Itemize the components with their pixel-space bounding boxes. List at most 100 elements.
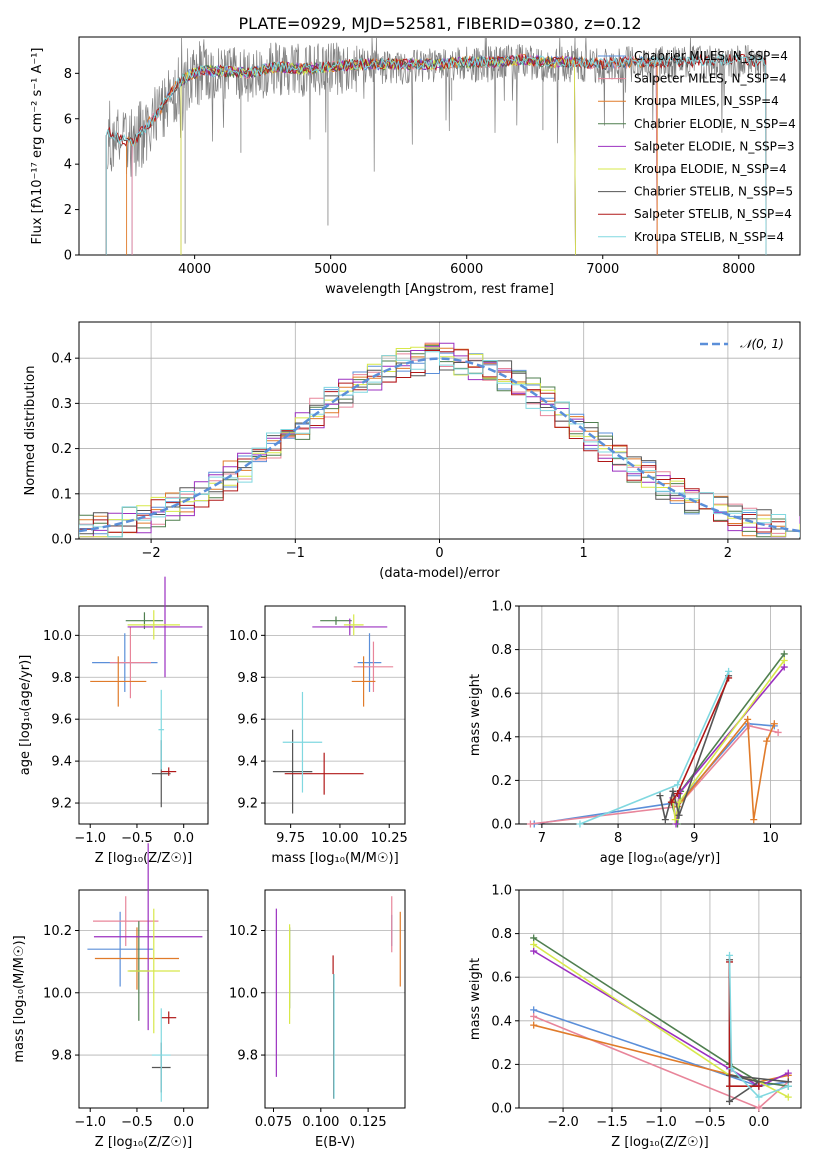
weight-marker bbox=[770, 720, 778, 728]
weight-marker bbox=[784, 1069, 792, 1077]
legend-label: Kroupa STELIB, N_SSP=4 bbox=[634, 230, 784, 244]
x-axis-label: mass [log₁₀(M/M☉)] bbox=[271, 851, 398, 866]
errorbar-point bbox=[87, 911, 153, 987]
x-tick-label: −1.0 bbox=[74, 1115, 106, 1130]
weight-marker bbox=[671, 816, 679, 824]
errorbar-point bbox=[94, 927, 180, 990]
x-tick-label: 5000 bbox=[314, 262, 347, 277]
axes-frame bbox=[78, 889, 209, 1109]
y-tick-label: 0.4 bbox=[491, 1014, 512, 1029]
weight-marker bbox=[725, 667, 733, 675]
errorbar-point bbox=[282, 691, 323, 793]
y-tick-label: 9.8 bbox=[51, 1049, 72, 1064]
weight-line bbox=[530, 725, 779, 825]
y-axis-label: age [log₁₀(age/yr)] bbox=[18, 655, 33, 776]
y-tick-label: 9.4 bbox=[51, 755, 72, 770]
legend-label: Salpeter STELIB, N_SSP=4 bbox=[634, 207, 792, 221]
weight-line bbox=[728, 955, 789, 1099]
y-tick-label: 6 bbox=[64, 112, 72, 127]
x-tick-label: 1 bbox=[580, 546, 588, 561]
x-tick-label: −0.5 bbox=[121, 1115, 153, 1130]
y-tick-label: 0.3 bbox=[51, 397, 72, 412]
weight-marker bbox=[675, 798, 683, 806]
weight-series bbox=[726, 951, 792, 1101]
weight-marker bbox=[745, 722, 753, 730]
legend-label: Chabrier STELIB, N_SSP=5 bbox=[634, 185, 793, 199]
y-tick-label: 0.2 bbox=[491, 774, 512, 789]
y-tick-label: 9.8 bbox=[237, 671, 258, 686]
y-tick-label: 0.2 bbox=[491, 1058, 512, 1073]
y-tick-label: 0.0 bbox=[51, 533, 72, 548]
x-tick-label: 7000 bbox=[586, 262, 619, 277]
weight-marker bbox=[530, 934, 538, 942]
y-tick-label: 1.0 bbox=[491, 600, 512, 615]
weight-series bbox=[576, 667, 733, 828]
errorbar-point bbox=[357, 633, 382, 692]
mass-vs-metallicity-panel: −1.0 −0.5 0.0 9.8 10.0 10.2 Z [log₁₀(Z/Z☉)] mas… bbox=[12, 843, 209, 1150]
weight-vs-metallicity-panel: −2.0 −1.5 −1.0 −0.5 0.0 0.0 0.2 0.4 0.6 0.8 1.0 Z [… bbox=[468, 884, 802, 1150]
x-tick-label: 2 bbox=[724, 546, 732, 561]
weight-marker bbox=[780, 650, 788, 658]
weight-marker bbox=[675, 811, 683, 819]
errorbar-point bbox=[272, 729, 313, 814]
age-vs-metallicity-panel: −1.0 −0.5 0.0 9.2 9.4 9.6 9.8 10.0 Z [log₁₀(Z/Z☉… bbox=[18, 576, 209, 866]
x-tick-label: 0.0 bbox=[173, 1115, 194, 1130]
y-axis-label: Flux [fλ10⁻¹⁷ erg cm⁻² s⁻¹ A⁻¹] bbox=[30, 48, 45, 245]
y-tick-label: 10.2 bbox=[43, 924, 72, 939]
x-tick-label: 7 bbox=[538, 831, 546, 846]
model-spectrum-line bbox=[131, 54, 658, 255]
y-tick-label: 2 bbox=[64, 203, 72, 218]
y-tick-label: 8 bbox=[64, 67, 72, 82]
normal-distribution-curve bbox=[79, 357, 800, 533]
errorbar-point bbox=[151, 1008, 171, 1102]
weight-series bbox=[667, 674, 733, 806]
errorbar-point bbox=[127, 908, 180, 1034]
y-tick-label: 0.8 bbox=[491, 643, 512, 658]
errorbar-point bbox=[93, 896, 159, 947]
weight-marker bbox=[784, 1093, 792, 1101]
y-tick-label: 9.2 bbox=[51, 797, 72, 812]
x-tick-label: −1 bbox=[286, 546, 305, 561]
errorbar-point bbox=[90, 656, 147, 707]
x-tick-label: 8000 bbox=[722, 262, 755, 277]
weight-marker bbox=[661, 816, 669, 824]
y-axis-label: mass weight bbox=[468, 958, 483, 1040]
model-spectrum-line bbox=[105, 53, 767, 255]
weight-marker bbox=[755, 1082, 763, 1090]
x-tick-label: 0.0 bbox=[749, 1115, 770, 1130]
mass-vs-ebv-panel: 0.075 0.100 0.125 9.8 10.0 10.2 E(B-V) bbox=[229, 889, 406, 1150]
weight-marker bbox=[727, 1065, 735, 1073]
x-tick-label: 0.125 bbox=[349, 1115, 386, 1130]
y-tick-label: 0.0 bbox=[491, 818, 512, 833]
weight-marker bbox=[780, 663, 788, 671]
errorbar-point bbox=[161, 767, 177, 776]
x-tick-label: −2.0 bbox=[547, 1115, 579, 1130]
weight-marker bbox=[674, 781, 682, 789]
axes-frame bbox=[518, 889, 802, 1109]
y-axis-label: Normed distribution bbox=[23, 366, 38, 496]
weight-marker bbox=[755, 1093, 763, 1101]
x-tick-label: 8 bbox=[614, 831, 622, 846]
x-tick-label: −2 bbox=[142, 546, 161, 561]
weight-vs-age-panel: 7 8 9 10 0.0 0.2 0.4 0.6 0.8 1.0 age [log₁₀(age/yr… bbox=[468, 600, 802, 866]
weight-marker bbox=[576, 820, 584, 828]
y-tick-label: 10.0 bbox=[43, 986, 72, 1001]
y-tick-label: 0.6 bbox=[491, 687, 512, 702]
y-tick-label: 10.2 bbox=[229, 924, 258, 939]
weight-series bbox=[674, 715, 778, 824]
weight-marker bbox=[784, 1082, 792, 1090]
x-tick-label: 0.100 bbox=[302, 1115, 339, 1130]
x-tick-label: 0.0 bbox=[173, 831, 194, 846]
y-axis-label: mass weight bbox=[468, 674, 483, 756]
y-tick-label: 4 bbox=[64, 158, 72, 173]
errorbar-point bbox=[161, 1011, 177, 1024]
legend-label: Salpeter ELODIE, N_SSP=3 bbox=[634, 139, 795, 153]
errorbar-point bbox=[312, 618, 388, 636]
x-tick-label: −1.0 bbox=[74, 831, 106, 846]
weight-marker bbox=[763, 737, 771, 745]
y-tick-label: 1.0 bbox=[491, 884, 512, 899]
y-axis-label: mass [log₁₀(M/M☉)] bbox=[12, 935, 27, 1062]
x-axis-label: (data-model)/error bbox=[379, 566, 500, 581]
y-tick-label: 9.8 bbox=[237, 1049, 258, 1064]
errorbar-point bbox=[284, 752, 364, 795]
